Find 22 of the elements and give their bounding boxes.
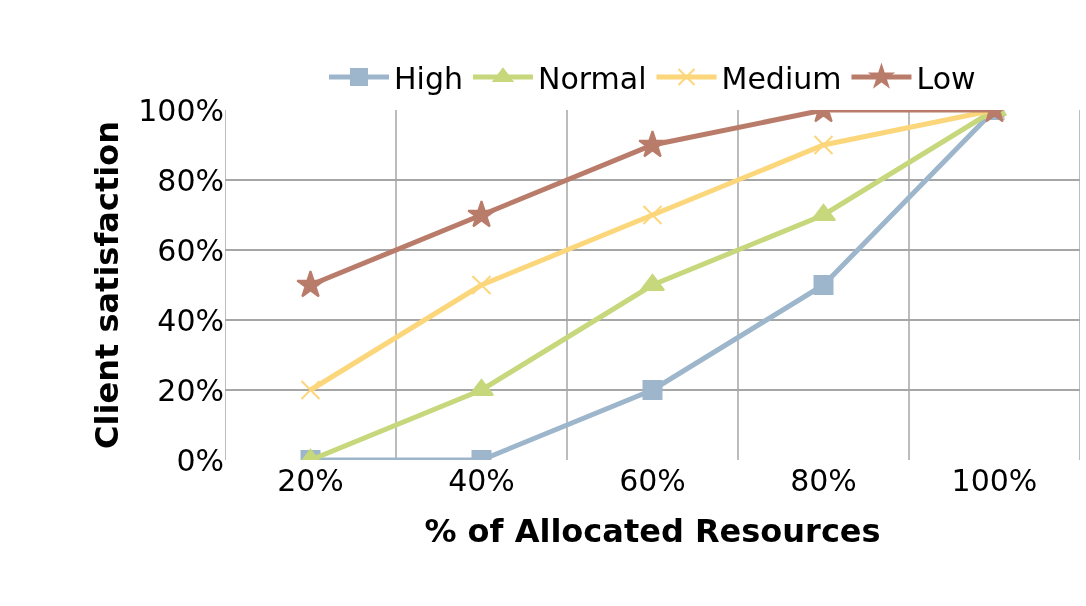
point [642,205,663,225]
y-tick-label: 100% [138,92,224,128]
point [471,275,492,295]
x-axis-title: % of Allocated Resources [424,511,881,550]
legend-label: Low [916,60,976,96]
legend-label: Medium [721,60,842,96]
y-tick-label: 20% [157,372,224,408]
x-tick-label: 100% [951,463,1038,498]
y-tick-label: 0% [176,442,224,478]
y-tick-label: 80% [157,162,224,198]
y-tick-label: 60% [157,232,224,268]
x-tick-label: 20% [277,463,344,498]
legend-label: High [394,60,463,96]
point [467,200,496,228]
x-tick-label: 60% [619,463,686,498]
y-tick-label: 40% [157,302,224,338]
point [296,270,325,298]
x-tick-label: 80% [790,463,857,498]
legend-label: Normal [537,60,647,96]
x-tick-label: 40% [448,463,515,498]
y-axis-title: Client satisfaction [87,121,126,449]
point [813,275,834,295]
